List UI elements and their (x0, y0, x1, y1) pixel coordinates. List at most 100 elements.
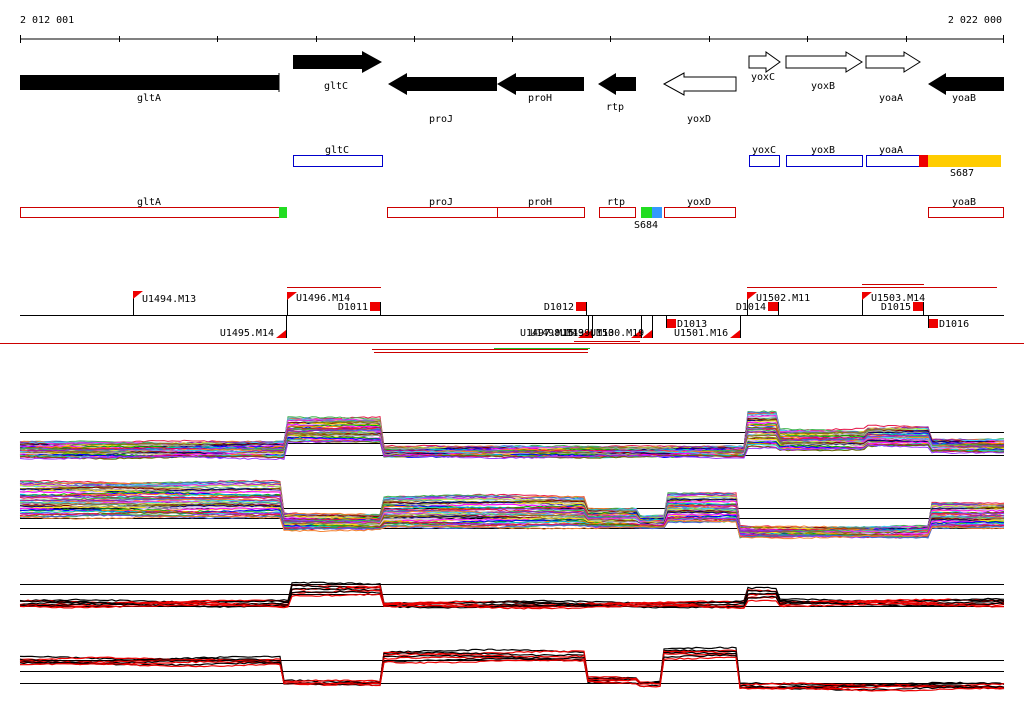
feature-U1494.M13[interactable]: U1494.M13 (133, 291, 196, 315)
svg-text:U1500.M19: U1500.M19 (590, 328, 644, 339)
svg-text:yoxB: yoxB (811, 145, 835, 156)
gene-label: gltC (324, 81, 348, 92)
svg-text:yoaB: yoaB (952, 197, 976, 208)
svg-text:U1502.M11: U1502.M11 (756, 293, 810, 304)
feature-U1503.M14[interactable]: U1503.M14 (862, 292, 925, 315)
gene-yoaA[interactable]: yoaA (865, 51, 921, 104)
svg-text:U1501.M16: U1501.M16 (674, 328, 728, 339)
feature-D1012[interactable]: D1012 (544, 302, 587, 315)
svg-text:U1503.M14: U1503.M14 (871, 293, 925, 304)
gene-label: yoxB (811, 81, 835, 92)
transcript-yoxC[interactable]: yoxC (749, 145, 780, 167)
feature-U1498.M13[interactable]: U1498.M13 (530, 315, 593, 339)
gene-label: yoxC (751, 72, 775, 83)
svg-text:D1014: D1014 (736, 302, 766, 313)
profile-lines (19, 410, 1005, 461)
profile-panel-reverse-all (19, 479, 1005, 540)
reverse-transcript-track: gltA proJ proH rtp S684 yoxD yoaB (20, 197, 1004, 231)
transcript-rtp[interactable]: rtp (599, 197, 636, 218)
gene-proH[interactable]: proH (497, 73, 584, 104)
feature-U1500.M19[interactable]: U1500.M19 (590, 315, 653, 339)
svg-text:yoxD: yoxD (687, 197, 711, 208)
svg-text:U1497.M15: U1497.M15 (520, 328, 574, 339)
profile-line (19, 651, 1005, 690)
feature-U1496.M14[interactable]: U1496.M14 (287, 292, 350, 315)
transcript-yoaA[interactable]: yoaA (866, 145, 920, 167)
svg-text:D1016: D1016 (939, 319, 969, 330)
feature-span-lines (287, 284, 997, 353)
promoter-S687[interactable]: S687 (919, 155, 1001, 179)
gene-label: yoaB (952, 93, 976, 104)
gene-proJ[interactable]: proJ (388, 73, 497, 125)
feature-U1499.M13[interactable]: U1499.M13 (560, 315, 642, 339)
profile-lines (19, 646, 1005, 692)
gene-label: gltA (137, 93, 161, 104)
gene-track: gltA gltC proJ proH rtp yoxD yoxC yoxB (20, 51, 1004, 125)
gene-label: proH (528, 93, 552, 104)
profile-line (19, 430, 1005, 456)
panel-reference-lines (20, 660, 1004, 684)
profile-panel-forward-mean (19, 581, 1005, 610)
transcript-yoxB[interactable]: yoxB (786, 145, 863, 167)
feature-track: U1494.M13 U1496.M14 D1011 D1012 D1014 U1… (0, 284, 1024, 353)
gene-label: proJ (429, 114, 453, 125)
profile-line (19, 515, 1005, 540)
feature-D1014[interactable]: D1014 (736, 302, 779, 315)
svg-text:D1015: D1015 (881, 302, 911, 313)
svg-text:gltC: gltC (325, 145, 349, 156)
svg-text:proJ: proJ (429, 197, 453, 208)
gene-yoaB[interactable]: yoaB (928, 73, 1004, 104)
feature-D1016[interactable]: D1016 (928, 315, 969, 330)
forward-transcript-track: gltC yoxC yoxB yoaA S687 (293, 145, 1001, 179)
profile-lines (19, 581, 1005, 610)
svg-text:S687: S687 (950, 168, 974, 179)
profile-line (19, 649, 1005, 688)
svg-text:yoaA: yoaA (879, 145, 903, 156)
profile-line (19, 654, 1005, 691)
svg-text:D1013: D1013 (677, 319, 707, 330)
svg-text:U1494.M13: U1494.M13 (142, 294, 196, 305)
transcript-gltA[interactable]: gltA (20, 197, 288, 218)
coordinate-ruler: 2 012 001 2 022 000 (20, 15, 1004, 43)
feature-D1015[interactable]: D1015 (881, 302, 924, 315)
svg-text:U1496.M14: U1496.M14 (296, 293, 350, 304)
coord-end-label: 2 022 000 (948, 15, 1002, 26)
profile-line (19, 590, 1005, 609)
feature-U1502.M11[interactable]: U1502.M11 (747, 292, 810, 315)
svg-text:U1495.M14: U1495.M14 (220, 328, 274, 339)
gene-yoxC[interactable]: yoxC (748, 51, 781, 83)
ruler-ticks (20, 35, 1004, 43)
svg-text:proH: proH (528, 197, 552, 208)
profile-line (19, 514, 1005, 539)
gene-label: yoaA (879, 93, 903, 104)
transcript-gltC[interactable]: gltC (293, 145, 383, 167)
gene-gltC[interactable]: gltC (293, 51, 382, 92)
profile-line (19, 593, 1005, 610)
feature-U1501.M16[interactable]: U1501.M16 (674, 315, 741, 339)
promoter-S684[interactable]: S684 (634, 207, 662, 231)
svg-text:rtp: rtp (607, 197, 625, 208)
gene-yoxB[interactable]: yoxB (785, 51, 863, 92)
transcript-proJ[interactable]: proJ (387, 197, 498, 218)
feature-D1013[interactable]: D1013 (666, 315, 707, 330)
profile-lines (19, 479, 1005, 540)
svg-text:D1012: D1012 (544, 302, 574, 313)
svg-text:S684: S684 (634, 220, 658, 231)
profile-line (19, 656, 1005, 692)
gene-label: rtp (606, 102, 624, 113)
svg-text:D1011: D1011 (338, 302, 368, 313)
transcript-yoxD[interactable]: yoxD (664, 197, 736, 218)
gene-gltA[interactable]: gltA (20, 73, 280, 104)
profile-panel-forward-all (19, 410, 1005, 461)
feature-D1011[interactable]: D1011 (338, 302, 381, 315)
transcript-proH[interactable]: proH (497, 197, 585, 218)
svg-text:U1498.M13: U1498.M13 (530, 328, 584, 339)
gene-rtp[interactable]: rtp (598, 73, 636, 113)
coord-start-label: 2 012 001 (20, 15, 74, 26)
svg-text:U1499.M13: U1499.M13 (560, 328, 614, 339)
feature-U1495.M14[interactable]: U1495.M14 (220, 315, 287, 339)
transcript-yoaB[interactable]: yoaB (928, 197, 1004, 218)
svg-text:yoxC: yoxC (752, 145, 776, 156)
gene-yoxD[interactable]: yoxD (662, 72, 737, 125)
